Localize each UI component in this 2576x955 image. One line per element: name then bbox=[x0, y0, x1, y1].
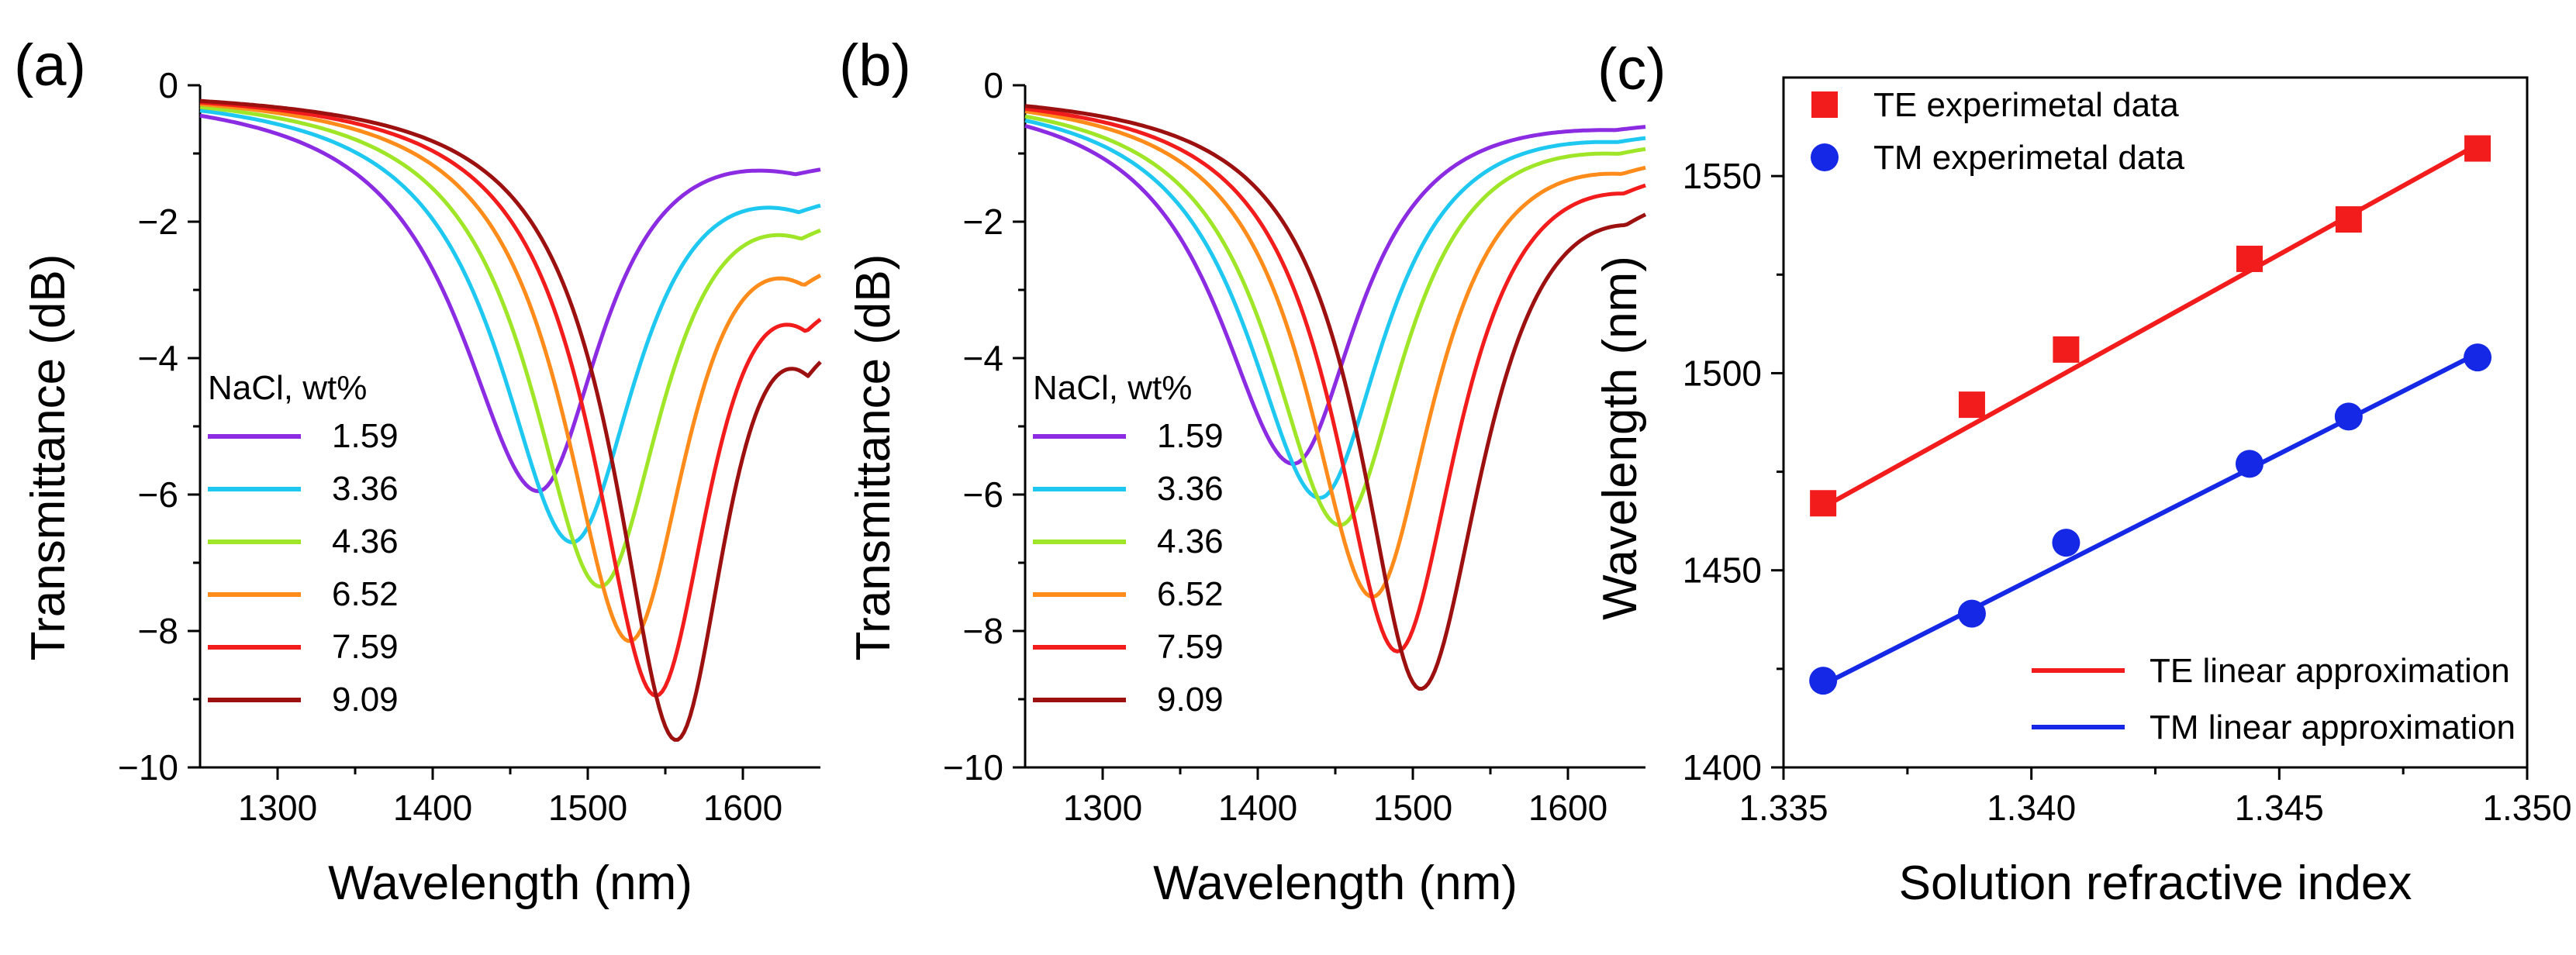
y-tick-label: −4 bbox=[138, 338, 178, 378]
legend-label: 3.36 bbox=[332, 470, 399, 508]
x-tick-label: 1.340 bbox=[1987, 788, 2076, 828]
panel-a: (a) 0 −2 −4 −6 −8 −10 1300 1400 1500 1600 Wavelengt… bbox=[14, 33, 822, 910]
y-axis-label: Transmittance (dB) bbox=[847, 254, 900, 661]
curve-3.36 bbox=[1024, 118, 1646, 500]
y-axis-label: Transmittance (dB) bbox=[22, 254, 75, 661]
y-tick-label: −2 bbox=[138, 202, 178, 242]
panel-label: (a) bbox=[14, 33, 86, 98]
x-tick-label: 1600 bbox=[1528, 788, 1607, 828]
y-tick-label: −10 bbox=[118, 747, 178, 788]
te-data-point bbox=[1958, 391, 1985, 419]
legend-te-marker bbox=[1811, 91, 1838, 118]
x-tick-label: 1.335 bbox=[1739, 788, 1828, 828]
legend-title: NaCl, wt% bbox=[1033, 369, 1192, 407]
y-tick-label: −6 bbox=[138, 474, 178, 515]
y-tick-label: −10 bbox=[943, 747, 1003, 788]
legend-label: 7.59 bbox=[1157, 628, 1224, 666]
panel-label: (c) bbox=[1597, 36, 1666, 102]
y-tick-label: −6 bbox=[963, 474, 1003, 515]
fit-line bbox=[1822, 351, 2479, 687]
legend-te-label: TE experimetal data bbox=[1873, 86, 2179, 124]
legend-te-fit-label: TE linear approximation bbox=[2150, 652, 2510, 690]
x-axis-label: Wavelength (nm) bbox=[328, 857, 692, 910]
curve-6.52 bbox=[1024, 109, 1646, 599]
curve-9.09 bbox=[199, 98, 822, 742]
legend-tm-label: TM experimetal data bbox=[1873, 139, 2185, 177]
y-tick-label: −8 bbox=[963, 611, 1003, 651]
tm-data-point bbox=[1809, 667, 1838, 695]
curve-7.59 bbox=[199, 100, 822, 698]
te-data-point bbox=[2236, 245, 2263, 272]
x-tick-label: 1300 bbox=[1063, 788, 1142, 828]
y-axis-label: Wavelength (nm) bbox=[1594, 256, 1647, 620]
fit-line bbox=[1822, 142, 2479, 509]
legend-label: 6.52 bbox=[332, 575, 399, 613]
curve-6.52 bbox=[199, 102, 822, 643]
curve-9.09 bbox=[1024, 104, 1647, 691]
legend-label: 1.59 bbox=[1157, 417, 1224, 455]
te-data-point bbox=[1810, 490, 1837, 517]
y-tick-label: 1450 bbox=[1683, 550, 1762, 591]
te-data-point bbox=[2053, 336, 2080, 363]
y-tick-label: 0 bbox=[983, 65, 1003, 105]
tm-data-point bbox=[2334, 402, 2363, 431]
tm-data-point bbox=[1957, 599, 1986, 628]
tm-data-point bbox=[2235, 450, 2263, 478]
panel-c: (c) 1400 1450 1500 1550 1.335 1.340 1.345 1.350 S… bbox=[1594, 36, 2572, 910]
curve-1.59 bbox=[199, 113, 821, 494]
y-tick-label: −8 bbox=[138, 611, 178, 651]
y-tick-label: −2 bbox=[963, 202, 1003, 242]
curve-4.36 bbox=[199, 105, 821, 589]
legend-label: 4.36 bbox=[1157, 522, 1224, 560]
x-tick-label: 1500 bbox=[548, 788, 627, 828]
y-tick-label: 1500 bbox=[1683, 353, 1762, 393]
y-tick-label: −4 bbox=[963, 338, 1003, 378]
legend-label: 4.36 bbox=[332, 522, 399, 560]
legend-label: 9.09 bbox=[1157, 681, 1224, 719]
legend-label: 3.36 bbox=[1157, 470, 1224, 508]
y-tick-label: 0 bbox=[158, 65, 178, 105]
x-tick-label: 1300 bbox=[238, 788, 317, 828]
x-tick-label: 1600 bbox=[703, 788, 782, 828]
y-tick-label: 1400 bbox=[1683, 747, 1762, 788]
curve-3.36 bbox=[199, 109, 821, 545]
legend-label: 7.59 bbox=[332, 628, 399, 666]
tm-data-point bbox=[2052, 529, 2080, 557]
legend-label: 6.52 bbox=[1157, 575, 1224, 613]
x-tick-label: 1.350 bbox=[2482, 788, 2571, 828]
y-tick-label: 1550 bbox=[1683, 156, 1762, 196]
legend-title: NaCl, wt% bbox=[208, 369, 367, 407]
legend-tm-marker bbox=[1811, 143, 1839, 171]
x-axis-label: Wavelength (nm) bbox=[1153, 857, 1518, 910]
tm-data-point bbox=[2464, 343, 2492, 372]
curve-4.36 bbox=[1024, 114, 1646, 527]
x-tick-label: 1500 bbox=[1373, 788, 1452, 828]
panel-label: (b) bbox=[839, 33, 911, 98]
x-tick-label: 1.345 bbox=[2235, 788, 2324, 828]
x-tick-label: 1400 bbox=[1218, 788, 1297, 828]
te-data-point bbox=[2464, 135, 2491, 162]
x-tick-label: 1400 bbox=[393, 788, 472, 828]
legend-label: 9.09 bbox=[332, 681, 399, 719]
legend-label: 1.59 bbox=[332, 417, 399, 455]
curve-7.59 bbox=[1024, 106, 1646, 653]
te-data-point bbox=[2335, 206, 2362, 233]
x-axis-label: Solution refractive index bbox=[1899, 857, 2412, 910]
legend-tm-fit-label: TM linear approximation bbox=[2150, 708, 2516, 746]
curve-1.59 bbox=[1024, 123, 1646, 466]
